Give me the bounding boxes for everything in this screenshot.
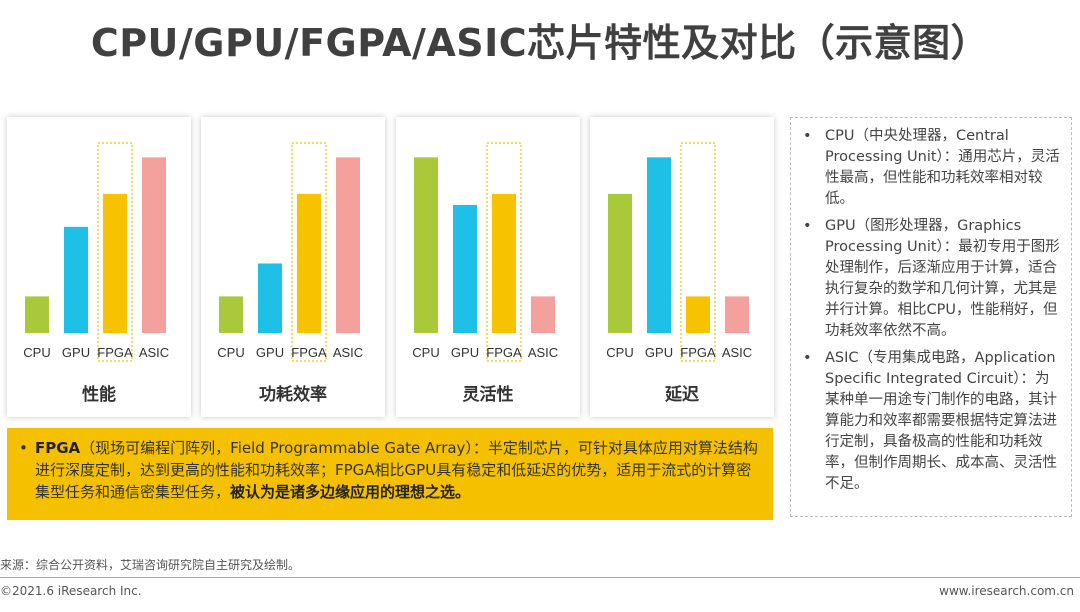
chart-panel-flexibility: CPU GPU FPGA ASIC 灵活性 [396,117,580,417]
bar-asic [725,296,749,333]
chart-panel-latency: CPU GPU FPGA ASIC 延迟 [590,117,774,417]
tick-label-asic: ASIC [722,345,752,360]
bar-asic [531,296,555,333]
chip-description-panel: • CPU（中央处理器，Central Processing Unit）：通用芯… [790,117,1072,517]
page-title: CPU/GPU/FGPA/ASIC芯片特性及对比（示意图） [90,21,990,65]
highlight-frame-fpga [680,142,716,362]
bar-gpu [453,204,477,333]
website-link: www.iresearch.com.cn [939,584,1074,598]
tick-label-fpga: FPGA [680,345,716,360]
tick-label-fpga: FPGA [486,345,522,360]
bar-chart-latency: CPU GPU FPGA ASIC [606,142,752,362]
bar-cpu [608,193,632,333]
bar-gpu [64,226,88,333]
fpga-emphasis: 被认为是诸多边缘应用的理想之选。 [230,483,471,501]
bullet-icon: • [803,218,812,234]
fpga-term: FPGA [35,439,81,457]
tick-label-cpu: CPU [606,345,633,360]
fpga-description: FPGA（现场可编程门阵列，Field Programmable Gate Ar… [35,437,761,503]
bar-asic [336,157,360,333]
footer-divider [0,577,1080,578]
highlight-frame-fpga [486,142,522,362]
tick-label-asic: ASIC [139,345,169,360]
bullet-icon: • [19,439,28,457]
bar-gpu [647,157,671,333]
bar-chart-power-efficiency: CPU GPU FPGA ASIC [217,142,363,362]
list-item: • CPU（中央处理器，Central Processing Unit）：通用芯… [801,126,1061,210]
cpu-description: CPU（中央处理器，Central Processing Unit）：通用芯片，… [825,128,1060,207]
fpga-description-box: • FPGA（现场可编程门阵列，Field Programmable Gate … [7,428,773,520]
bar-fpga [492,193,516,333]
chart-title: 性能 [82,385,116,405]
tick-label-fpga: FPGA [291,345,327,360]
tick-label-asic: ASIC [333,345,363,360]
tick-label-cpu: CPU [412,345,439,360]
chart-title: 功耗效率 [259,385,327,405]
bar-chart-performance: CPU GPU FPGA ASIC [23,142,169,362]
bar-cpu [219,296,243,333]
chart-panel-performance: CPU GPU FPGA ASIC 性能 [7,117,191,417]
chart-title: 灵活性 [462,385,514,405]
tick-label-fpga: FPGA [97,345,133,360]
bar-cpu [414,157,438,333]
highlight-frame-fpga [97,142,133,362]
highlight-frame-fpga [291,142,327,362]
list-item: • ASIC（专用集成电路，Application Specific Integ… [801,348,1061,495]
bar-chart-flexibility: CPU GPU FPGA ASIC [412,142,558,362]
bullet-icon: • [803,350,812,366]
tick-label-cpu: CPU [23,345,50,360]
tick-label-gpu: GPU [256,345,284,360]
fpga-body: （现场可编程门阵列，Field Programmable Gate Array）… [35,439,758,501]
list-item: • GPU（图形处理器，Graphics Processing Unit）：最初… [801,216,1061,342]
bullet-icon: • [803,128,812,144]
gpu-description: GPU（图形处理器，Graphics Processing Unit）：最初专用… [825,218,1060,339]
copyright: ©2021.6 iResearch Inc. [0,584,142,598]
tick-label-gpu: GPU [451,345,479,360]
bar-fpga [686,296,710,333]
bar-gpu [258,263,282,333]
tick-label-gpu: GPU [62,345,90,360]
tick-label-asic: ASIC [528,345,558,360]
bar-cpu [25,296,49,333]
asic-description: ASIC（专用集成电路，Application Specific Integra… [825,350,1057,492]
chart-title: 延迟 [665,385,699,405]
tick-label-cpu: CPU [217,345,244,360]
source-note: 来源：综合公开资料，艾瑞咨询研究院自主研究及绘制。 [0,558,301,572]
bar-fpga [297,193,321,333]
bar-fpga [103,193,127,333]
chart-panel-power-efficiency: CPU GPU FPGA ASIC 功耗效率 [201,117,385,417]
tick-label-gpu: GPU [645,345,673,360]
bar-asic [142,157,166,333]
